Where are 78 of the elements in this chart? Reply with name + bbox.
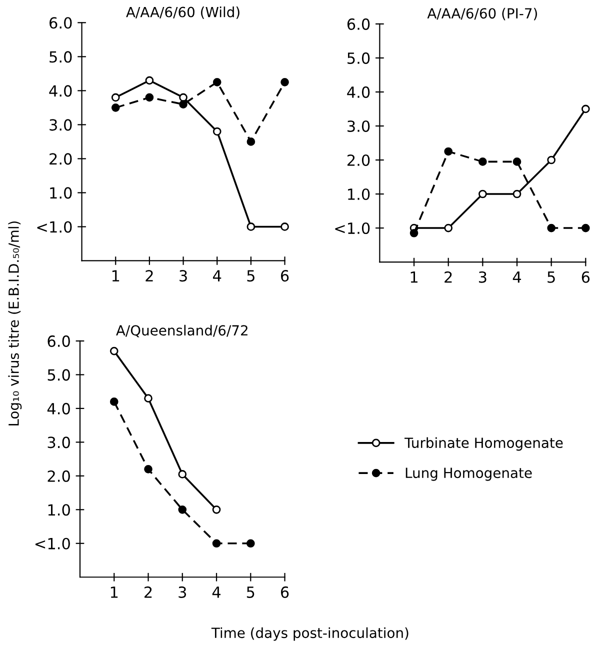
point	[144, 394, 152, 402]
point	[246, 222, 256, 231]
x-tick-label: 5	[247, 270, 254, 282]
y-tick-label: 5.0	[48, 369, 70, 381]
x-tick-label: 3	[178, 586, 186, 598]
point	[145, 93, 154, 102]
y-tick-label: 1.0	[48, 504, 70, 516]
y-tick-label: <1.0	[37, 221, 72, 233]
chart-title: A/Queensland/6/72	[116, 324, 248, 338]
point	[547, 156, 556, 164]
x-tick-label: 6	[280, 586, 289, 598]
y-tick-label: 5.0	[50, 51, 72, 63]
x-tick-label: 6	[582, 271, 590, 283]
point	[178, 505, 187, 514]
chart-title: A/AA/6/60 (PI-7)	[427, 8, 537, 20]
x-tick-label: 2	[444, 271, 452, 283]
point	[444, 224, 453, 232]
y-tick-label: 2.0	[347, 154, 370, 166]
y-tick-label: 2.0	[48, 470, 70, 482]
x-tick-label: 5	[548, 272, 555, 283]
point	[444, 147, 453, 156]
x-tick-label: 4	[212, 270, 222, 282]
x-tick-label: 5	[246, 586, 254, 598]
x-tick-label: 1	[112, 270, 120, 282]
point	[179, 93, 188, 102]
legend-label: Lung Homogenate	[406, 468, 532, 481]
point	[179, 100, 188, 108]
legend-label: Turbinate Homogenate	[404, 437, 563, 451]
point	[212, 78, 222, 86]
point	[280, 78, 289, 86]
point	[246, 539, 255, 548]
y-tick-label: <1.0	[335, 222, 370, 234]
x-tick-label: 3	[180, 270, 187, 282]
y-tick-label: 6.0	[347, 18, 370, 30]
point	[212, 505, 221, 514]
x-tick-label: 4	[512, 272, 522, 283]
point	[212, 127, 222, 136]
point	[178, 470, 187, 478]
y-tick-label: 3.0	[348, 120, 370, 132]
point	[280, 222, 289, 231]
point	[110, 346, 118, 356]
y-tick-label: 5.0	[348, 52, 370, 64]
x-tick-label: 2	[146, 270, 153, 282]
chart-title: A/AA/6/60 (Wild)	[126, 6, 240, 19]
point	[212, 539, 221, 548]
y-tick-label: 4.0	[49, 85, 72, 97]
y-tick-label: 6.0	[50, 17, 72, 29]
y-tick-label: 4.0	[47, 402, 70, 414]
y-tick-label: <1.0	[35, 538, 70, 550]
point	[547, 224, 556, 232]
point	[512, 190, 522, 198]
point	[478, 158, 487, 166]
point	[478, 190, 487, 198]
y-tick-label: 1.0	[348, 188, 370, 200]
point	[512, 158, 522, 166]
point	[110, 398, 118, 406]
x-axis-title: Time (days post-inoculation)	[211, 627, 408, 641]
point	[145, 76, 154, 85]
x-tick-label: 3	[478, 271, 486, 283]
point	[111, 104, 120, 112]
y-tick-label: 1.0	[50, 187, 72, 199]
point	[144, 465, 152, 474]
point	[111, 93, 120, 102]
x-tick-label: 1	[410, 272, 418, 283]
y-axis-title: Log₁₀ virus titre (E.B.I.D.₅₀/ml)	[8, 221, 22, 426]
point	[581, 224, 590, 232]
x-tick-label: 1	[110, 586, 118, 598]
point	[410, 228, 418, 238]
x-tick-label: 2	[144, 586, 152, 598]
y-tick-label: 3.0	[50, 119, 72, 131]
x-tick-label: 6	[280, 270, 289, 282]
y-tick-label: 2.0	[50, 153, 72, 165]
point	[246, 138, 256, 146]
y-tick-label: 6.0	[48, 335, 70, 347]
y-tick-label: 3.0	[48, 436, 70, 448]
y-tick-label: 4.0	[347, 86, 370, 98]
point	[581, 104, 590, 114]
x-tick-label: 4	[212, 586, 221, 598]
